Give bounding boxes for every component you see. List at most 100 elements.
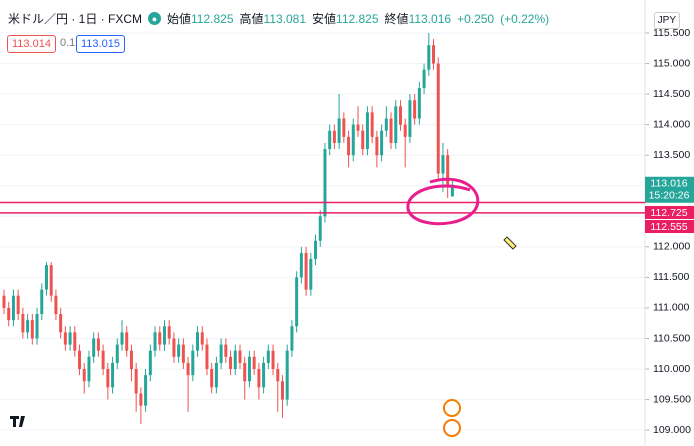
y-tick-label: 111.000 [653, 302, 690, 314]
candle-body [26, 320, 30, 333]
candle-body [158, 332, 162, 345]
candle-body [380, 130, 384, 156]
currency-button[interactable]: JPY [653, 12, 680, 29]
candle-body [205, 344, 209, 370]
y-tick-label: 114.500 [653, 88, 690, 100]
symbol: 米ドル／円 · 1日 · FXCM [8, 12, 142, 26]
candle-body [162, 326, 166, 345]
candle-body [7, 307, 11, 321]
buy-button[interactable]: 113.015 [76, 35, 125, 53]
candle-body [129, 350, 133, 370]
candle-body [417, 87, 421, 119]
candle-body [115, 344, 119, 363]
candle-body [186, 362, 190, 376]
candle-body [11, 295, 15, 321]
candle-body [214, 362, 218, 388]
candle-body [219, 344, 223, 363]
y-tick-label: 110.000 [653, 363, 690, 375]
candle-body [408, 100, 412, 137]
candle-body [389, 118, 393, 143]
open: 始値112.825 [167, 10, 234, 27]
candle-body [134, 369, 138, 394]
candle-body [21, 314, 25, 333]
candle-body [87, 356, 91, 382]
status-icon[interactable]: ● [148, 12, 161, 25]
value: 113.081 [263, 12, 307, 26]
candle-body [243, 362, 247, 382]
price-tag [645, 206, 694, 219]
value: 112.825 [336, 12, 379, 26]
candle-body [92, 338, 96, 357]
price-tag-label: 112.725 [650, 207, 687, 219]
candle-body [229, 356, 233, 370]
candle-body [295, 277, 299, 327]
candle-body [413, 100, 417, 119]
candle-body [54, 295, 58, 315]
last-price-tag [645, 176, 694, 203]
candle-body [427, 45, 431, 70]
candle-body [290, 326, 294, 351]
price-tag [645, 220, 694, 233]
candle-body [148, 350, 152, 376]
candle-body [96, 338, 100, 351]
candle-body [441, 155, 445, 174]
change: +0.250 [457, 11, 495, 26]
candle-body [332, 130, 336, 143]
candle-body [40, 289, 44, 315]
candle-body [280, 381, 284, 400]
candle-body [144, 375, 148, 406]
candle-body [233, 350, 237, 370]
candle-body [139, 393, 143, 406]
candle-body [78, 350, 82, 370]
candle-body [191, 350, 195, 376]
event-icon [443, 419, 461, 437]
y-tick-label: 115.000 [653, 57, 690, 69]
candle-body [35, 314, 39, 339]
sell-button[interactable]: 113.014 [7, 35, 56, 53]
candle-body [177, 344, 181, 357]
candle-body [276, 369, 280, 382]
y-tick-label: 112.000 [653, 241, 690, 253]
candle-body [59, 314, 63, 333]
logo-mark [10, 416, 25, 427]
candle-body [356, 124, 360, 131]
y-tick-label: 109.500 [653, 393, 691, 405]
value: 113.016 [408, 12, 452, 26]
candle-body [111, 362, 115, 388]
candle-body [365, 112, 369, 150]
candle-body [450, 184, 454, 197]
candle-body [101, 350, 105, 370]
candle-body [422, 69, 426, 88]
label: 終値 [384, 12, 409, 26]
candle-body [304, 252, 308, 290]
candle-body [196, 332, 200, 351]
candle-body [271, 350, 275, 370]
countdown: 15:20:26 [649, 190, 690, 202]
candle-body [361, 130, 365, 150]
last-price-label: 113.016 [650, 178, 687, 190]
candle-body [125, 332, 129, 351]
candle-body [153, 332, 157, 351]
candle-body [2, 295, 6, 308]
candle-body [384, 118, 388, 131]
candle-body [314, 240, 318, 260]
y-tick-label: 113.500 [653, 149, 690, 161]
candle-body [200, 332, 204, 345]
candle-body [73, 332, 77, 351]
candle-body [63, 332, 67, 345]
candle-body [16, 295, 20, 315]
high: 高値113.081 [240, 10, 307, 27]
y-tick-label: 109.000 [653, 424, 691, 436]
change-pct: (+0.22%) [500, 11, 550, 26]
candle-body [309, 259, 313, 290]
candle-body [337, 118, 341, 143]
candle-body [167, 326, 171, 339]
cursor [503, 236, 517, 250]
candle-body [266, 350, 270, 363]
candle-body [106, 369, 110, 388]
candle-body [224, 344, 228, 357]
candle-body [342, 118, 346, 137]
candle-body [318, 216, 322, 241]
